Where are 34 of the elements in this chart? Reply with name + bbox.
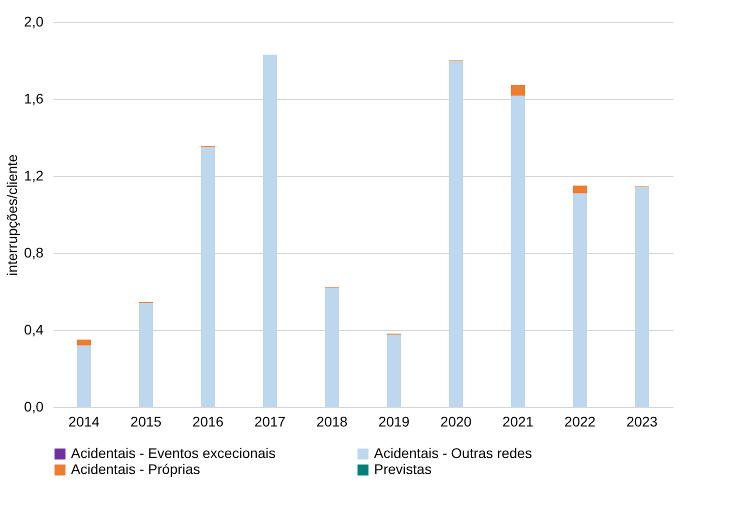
x-tick-label: 2015 <box>130 414 162 430</box>
y-tick-label: 0,0 <box>24 398 44 414</box>
x-tick-label: 2017 <box>254 414 286 430</box>
bar <box>263 54 277 407</box>
bar <box>449 60 463 407</box>
y-tick-label: 2,0 <box>24 14 44 30</box>
bar <box>387 334 401 407</box>
bar <box>139 303 153 407</box>
x-tick-label: 2019 <box>378 414 410 430</box>
x-tick-label: 2022 <box>564 414 596 430</box>
bar <box>77 345 91 407</box>
legend-label: Acidentais - Eventos excecionais <box>71 445 276 461</box>
legend-label: Previstas <box>374 461 432 477</box>
bar <box>635 186 649 407</box>
y-tick-label: 1,2 <box>24 168 44 184</box>
bar <box>77 340 91 346</box>
x-tick-label: 2018 <box>316 414 348 430</box>
x-tick-label: 2021 <box>502 414 534 430</box>
legend-label: Acidentais - Outras redes <box>374 445 532 461</box>
bar <box>573 193 587 407</box>
bar <box>573 186 587 194</box>
x-tick-label: 2023 <box>626 414 658 430</box>
y-tick-label: 0,8 <box>24 244 44 260</box>
legend-label: Acidentais - Próprias <box>71 461 200 477</box>
bar <box>511 84 525 96</box>
x-tick-label: 2014 <box>68 414 100 430</box>
y-axis-title: interrupções/cliente <box>4 154 20 276</box>
y-tick-label: 0,4 <box>24 322 44 338</box>
bar <box>325 288 339 407</box>
bar <box>201 147 215 407</box>
y-tick-label: 1,6 <box>24 90 44 106</box>
x-tick-label: 2020 <box>440 414 472 430</box>
x-tick-label: 2016 <box>192 414 224 430</box>
bar <box>511 96 525 407</box>
